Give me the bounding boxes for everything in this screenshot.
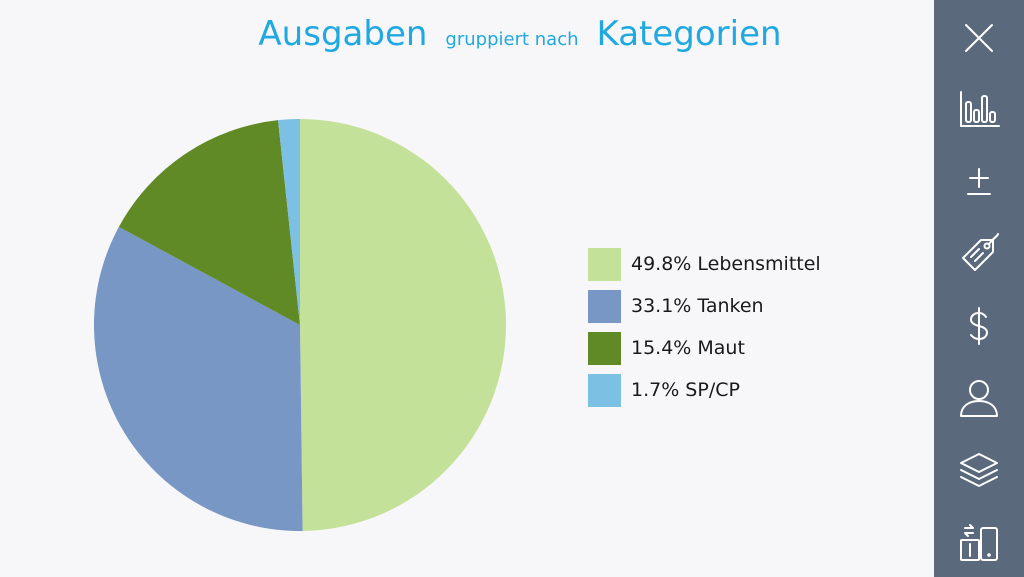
pie-chart	[93, 119, 507, 531]
title-connector: gruppiert nach	[445, 29, 579, 50]
device-switch-button[interactable]	[955, 518, 1003, 566]
legend-item-sp-cp[interactable]: 1.7% SP/CP	[588, 373, 821, 407]
legend-label: 33.1% Tanken	[631, 295, 764, 317]
legend-item-lebensmittel[interactable]: 49.8% Lebensmittel	[588, 247, 821, 281]
currency-button[interactable]	[955, 302, 1003, 350]
bar-chart-icon	[960, 91, 1000, 127]
pie-slice-lebensmittel[interactable]	[300, 119, 507, 531]
tag-icon	[962, 233, 999, 271]
legend-swatch	[588, 331, 621, 365]
sidebar	[934, 0, 1024, 577]
legend-label: 1.7% SP/CP	[631, 379, 740, 401]
user-icon	[960, 380, 998, 417]
pie-slice-maut[interactable]	[118, 120, 300, 325]
title-main-left: Ausgaben	[258, 14, 428, 54]
title-main-right: Kategorien	[596, 14, 782, 54]
bar-chart-button[interactable]	[955, 86, 1003, 134]
chart-legend: 49.8% Lebensmittel 33.1% Tanken 15.4% Maut…	[588, 247, 821, 415]
legend-swatch	[588, 247, 621, 281]
plus-minus-icon	[967, 168, 991, 195]
pie-slice-tanken[interactable]	[93, 226, 303, 531]
chart-title: Ausgaben gruppiert nach Kategorien	[0, 14, 1024, 54]
dollar-icon	[970, 307, 988, 345]
tag-button[interactable]	[955, 230, 1003, 278]
legend-label: 15.4% Maut	[631, 337, 745, 359]
legend-swatch	[588, 373, 621, 407]
pie-slice-sp-cp[interactable]	[278, 119, 300, 325]
user-button[interactable]	[955, 374, 1003, 422]
layers-icon	[960, 453, 998, 487]
device-switch-icon	[960, 524, 998, 561]
close-button[interactable]	[955, 14, 1003, 62]
legend-item-maut[interactable]: 15.4% Maut	[588, 331, 821, 365]
legend-item-tanken[interactable]: 33.1% Tanken	[588, 289, 821, 323]
legend-swatch	[588, 289, 621, 323]
close-icon	[965, 24, 993, 52]
legend-label: 49.8% Lebensmittel	[631, 253, 821, 275]
plus-minus-button[interactable]	[955, 158, 1003, 206]
layers-button[interactable]	[955, 446, 1003, 494]
